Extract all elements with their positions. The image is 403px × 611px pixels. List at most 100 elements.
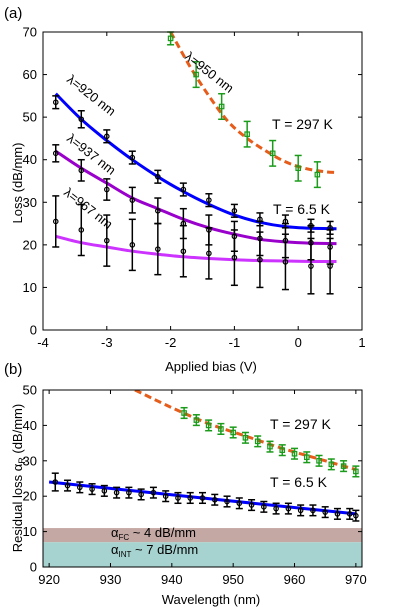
data-point-circle	[334, 511, 341, 517]
band-1	[43, 542, 362, 567]
data-point-circle	[155, 208, 161, 214]
data-point-circle	[282, 259, 289, 265]
panel-b-label: (b)	[4, 361, 22, 378]
data-point-circle	[261, 504, 267, 510]
data-point-square	[269, 150, 276, 157]
panel-a-label: (a)	[4, 5, 22, 22]
data-point-circle	[78, 116, 85, 123]
x-tick-label: 920	[38, 572, 60, 587]
data-point-circle	[211, 496, 218, 503]
y-tick-label: 40	[23, 152, 37, 167]
data-point-circle	[78, 167, 85, 174]
panel-b-plot-frame	[42, 389, 363, 568]
y-tick-label: 0	[30, 323, 37, 338]
fit-curve-series-3	[169, 32, 337, 174]
x-tick-label: -1	[229, 335, 241, 350]
panel-b-data-points	[51, 406, 360, 522]
x-tick-label: 970	[345, 572, 367, 587]
alpha-int-symbol: α	[111, 542, 119, 557]
alpha-fc-symbol: α	[111, 525, 119, 540]
data-point-circle	[101, 488, 108, 494]
panel-b-x-axis-label: Wavelength (nm)	[162, 592, 261, 607]
data-point-square	[279, 447, 286, 453]
data-point-square	[205, 422, 212, 429]
y-tick-label: 0	[30, 560, 37, 575]
data-point-circle	[353, 512, 359, 519]
y-tick-label: 10	[23, 524, 37, 539]
data-point-circle	[162, 493, 169, 500]
data-point-circle	[104, 133, 110, 140]
data-point-circle	[52, 150, 59, 157]
data-point-circle	[129, 154, 136, 161]
data-point-circle	[308, 263, 314, 269]
data-point-circle	[248, 502, 255, 508]
data-point-circle	[89, 486, 95, 492]
data-point-circle	[199, 495, 206, 501]
data-point-square	[314, 171, 321, 178]
data-point-circle	[310, 507, 316, 514]
data-point-square	[316, 458, 322, 464]
data-point-circle	[236, 500, 243, 507]
alpha-fc-subscript: FC	[119, 533, 130, 542]
fit-curve-series-0	[54, 92, 337, 231]
data-point-circle	[78, 227, 85, 233]
data-point-circle	[138, 491, 144, 498]
data-point-circle	[322, 509, 328, 515]
data-point-circle	[180, 248, 187, 255]
data-point-circle	[175, 495, 181, 501]
panel-b-y-axis-label-main: Residual loss α	[10, 463, 25, 552]
data-point-square	[242, 434, 249, 441]
alpha-int-subscript: INT	[119, 550, 132, 559]
y-tick-label: 60	[23, 67, 37, 82]
y-tick-label: 40	[23, 418, 37, 433]
alpha-fc-value: ~ 4 dB/mm	[129, 525, 196, 540]
data-point-circle	[104, 237, 110, 244]
x-tick-label: -4	[37, 335, 49, 350]
x-tick-label: 1	[358, 335, 365, 350]
data-point-square	[340, 463, 347, 469]
y-tick-label: 20	[23, 237, 37, 252]
y-tick-label: 30	[23, 195, 37, 210]
data-point-circle	[285, 505, 292, 512]
data-point-square	[328, 461, 335, 468]
data-point-square	[291, 450, 298, 457]
data-point-square	[193, 71, 199, 78]
alpha-fc-label: αFC ~ 4 dB/mm	[111, 525, 196, 542]
data-point-circle	[126, 489, 132, 496]
panel-a-plot-frame	[42, 31, 363, 331]
x-tick-label: 960	[284, 572, 306, 587]
data-point-square	[303, 454, 310, 461]
data-point-circle	[113, 489, 120, 496]
data-point-circle	[180, 186, 187, 193]
panel-b-bands	[43, 528, 362, 567]
data-point-circle	[187, 495, 194, 501]
y-tick-label: 50	[23, 383, 37, 398]
panel-b-ticks: 920 930 940 950 960 970 0 10 20 30 40 50	[23, 383, 367, 588]
data-point-square	[353, 468, 359, 475]
data-point-square	[218, 426, 224, 432]
panel-a-data-points	[52, 31, 334, 295]
data-point-circle	[327, 263, 333, 269]
band-0	[43, 528, 362, 543]
y-tick-label: 30	[23, 453, 37, 468]
panel-b: (b) 920 930 940 950 960 970 0 10 20 30 40 50 Wavele…	[4, 361, 367, 607]
data-point-circle	[257, 256, 263, 263]
panel-a-y-axis-label: Loss (dB/mm)	[10, 143, 25, 224]
x-tick-label: -2	[165, 335, 177, 350]
data-point-square	[167, 35, 174, 42]
data-point-circle	[231, 208, 238, 214]
data-point-circle	[206, 250, 212, 257]
data-point-square	[218, 103, 225, 110]
data-point-circle	[224, 498, 230, 505]
data-point-circle	[231, 254, 238, 261]
data-point-square	[254, 438, 261, 445]
panel-b-y-axis-label: Residual loss αR (dB/mm)	[10, 404, 27, 552]
data-point-circle	[273, 505, 279, 512]
data-point-circle	[52, 218, 59, 225]
x-tick-label: 940	[161, 572, 183, 587]
y-tick-label: 20	[23, 489, 37, 504]
x-tick-label: 930	[100, 572, 122, 587]
y-tick-label: 10	[23, 280, 37, 295]
